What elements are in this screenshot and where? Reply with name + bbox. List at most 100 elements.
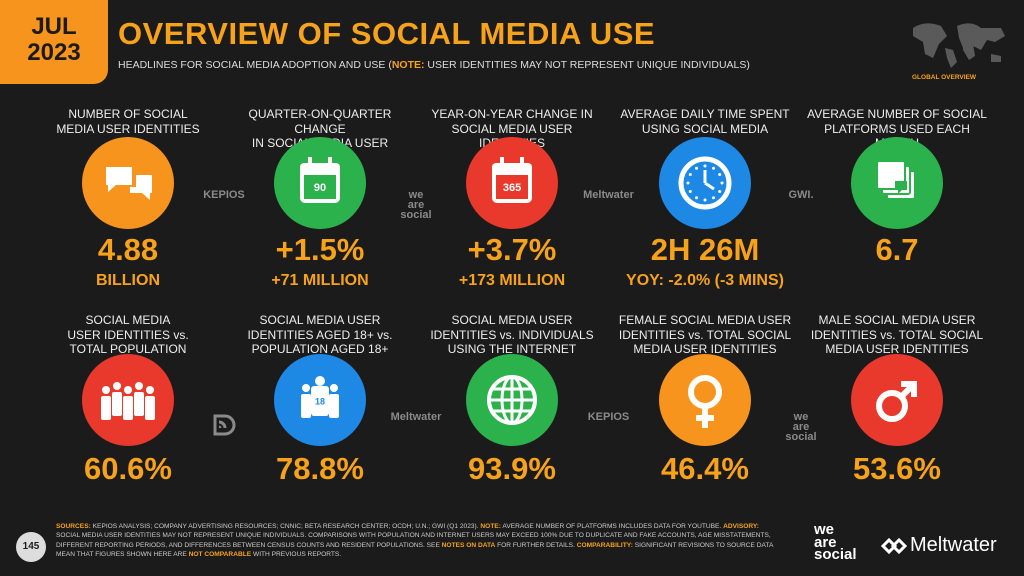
icon-shape (703, 164, 707, 168)
stat-value: 46.4% (661, 451, 749, 486)
icon-shape (330, 384, 338, 392)
badge-year: 2023 (27, 39, 81, 66)
source-line: social (785, 431, 817, 443)
icon-shape (102, 386, 110, 394)
brand-line: are (814, 533, 837, 551)
text: SOCIAL MEDIA USER IDENTITIES MAY NOT REP… (56, 532, 771, 549)
icon-shape (308, 157, 332, 165)
label-line: NUMBER OF SOCIAL (68, 107, 188, 121)
label-line: IDENTITIES vs. TOTAL SOCIAL (618, 327, 792, 342)
stat-value: 78.8% (276, 451, 364, 486)
highlight: ADVISORY: (723, 523, 759, 530)
icon-shape (489, 377, 535, 423)
highlight: NOTE: (391, 59, 425, 71)
source-logo: we are social (761, 411, 841, 443)
source-line: we (793, 411, 809, 423)
icon-shape (101, 396, 111, 420)
source-line: are (792, 421, 810, 433)
icon-glyph: 90 (300, 157, 340, 203)
meltwater-mark (880, 537, 908, 555)
source-icon (213, 414, 236, 436)
label-line: IDENTITIES AGED 18+ vs. (247, 327, 393, 342)
highlight: SOURCES: (56, 523, 91, 530)
stat-label: AVERAGE DAILY TIME SPENT USING SOCIAL MED… (610, 107, 800, 136)
label-line: MEDIA USER IDENTITIES (633, 342, 777, 356)
source-icon-shape (213, 414, 236, 436)
source-logo: we are social (376, 190, 456, 221)
icon-shape (876, 390, 908, 422)
icon-shape (112, 392, 122, 416)
stat-label: FEMALE SOCIAL MEDIA USER IDENTITIES vs. T… (610, 313, 800, 357)
icon-shape (134, 392, 144, 416)
icon-shape (311, 386, 329, 416)
icon-glyph (688, 375, 722, 428)
icon-shape (718, 190, 722, 193)
icon-circle (659, 354, 751, 446)
icon-shape (123, 396, 133, 420)
text: USER IDENTITIES MAY NOT REPRESENT UNIQUE… (424, 59, 750, 71)
highlight: COMPARABILITY: (576, 541, 633, 549)
label-line: USER IDENTITIES vs. (67, 327, 189, 342)
stat-label: NUMBER OF SOCIAL MEDIA USER IDENTITIES (33, 107, 223, 136)
text: HEADLINES FOR SOCIAL MEDIA ADOPTION AND … (118, 59, 392, 71)
stat-icon: 90 (274, 137, 366, 229)
label-line: MEDIA USER IDENTITIES (825, 342, 969, 356)
icon-glyph (876, 160, 916, 200)
section-label: GLOBAL OVERVIEW (912, 74, 977, 81)
label-line: MEDIA USER IDENTITIES (56, 121, 200, 136)
stat-icon (851, 137, 943, 229)
stat-icon (659, 354, 751, 446)
icon-circle (851, 354, 943, 446)
highlight: NOTES ON DATA (441, 541, 496, 549)
icon-shape (686, 181, 690, 185)
icon-shape (696, 406, 714, 428)
source-logo: Meltwater (376, 412, 456, 423)
stat-subvalue: +173 MILLION (458, 272, 566, 289)
brand-we-are-social: we are social (814, 522, 857, 561)
source-line: KEPIOS (203, 189, 245, 201)
stat-icon: 365 (466, 137, 558, 229)
icon-shape (113, 382, 121, 390)
footnotes: SOURCES: KEPIOS ANALYSIS; COMPANY ADVERT… (56, 522, 776, 560)
source-line: Meltwater (583, 189, 634, 201)
icon-shape (315, 376, 325, 386)
stat-icon (466, 354, 558, 446)
icon-shape (688, 190, 692, 193)
stat-value: 60.6% (84, 451, 172, 486)
icon-shape (146, 386, 154, 394)
stat-value: 53.6% (853, 451, 941, 486)
label-line: MALE SOCIAL MEDIA USER (818, 313, 976, 327)
icon-shape (703, 170, 715, 191)
label-line: AVERAGE DAILY TIME SPENT (620, 107, 790, 121)
icon-glyph (101, 382, 155, 420)
icon-shape (695, 166, 698, 170)
stat-label: MALE SOCIAL MEDIA USER IDENTITIES vs. TOT… (802, 313, 992, 357)
label-line: QUARTER-ON-QUARTER CHANGE (248, 107, 392, 136)
source-logo: GWI. (761, 189, 841, 201)
label-line: YEAR-ON-YEAR CHANGE IN (431, 107, 593, 121)
label-line: FEMALE SOCIAL MEDIA USER (618, 313, 792, 327)
icon-shape (720, 181, 724, 185)
icon-shape (899, 381, 917, 399)
icon-shape (301, 394, 311, 418)
label-line: TOTAL POPULATION (69, 342, 187, 356)
label-line: AVERAGE NUMBER OF SOCIAL (807, 107, 987, 121)
label-line: IDENTITIES vs. TOTAL SOCIAL (810, 327, 984, 342)
source-line: GWI. (788, 189, 814, 201)
text: WITH PREVIOUS REPORTS. (251, 551, 342, 559)
icon-glyph (678, 156, 732, 210)
text: AVERAGE NUMBER OF PLATFORMS INCLUDES DAT… (500, 523, 724, 530)
source-line: are (407, 199, 425, 211)
stat-subvalue: YOY: -2.0% (-3 MINS) (626, 272, 784, 289)
label-line: IDENTITIES vs. INDIVIDUALS (430, 327, 594, 342)
label-line: SOCIAL MEDIA USER (451, 313, 573, 327)
stat-icon: 18 (274, 354, 366, 446)
stat-label: SOCIAL MEDIA USER IDENTITIES vs. TOTAL POP… (33, 313, 223, 357)
label-line: SOCIAL MEDIA (85, 313, 171, 327)
title: OVERVIEW OF SOCIAL MEDIA USE (118, 16, 656, 51)
icon-shape (688, 173, 692, 176)
highlight: NOTE: (480, 523, 501, 530)
icon-text: 90 (314, 182, 326, 194)
icon-shape (678, 156, 732, 210)
icon-glyph (876, 381, 917, 422)
